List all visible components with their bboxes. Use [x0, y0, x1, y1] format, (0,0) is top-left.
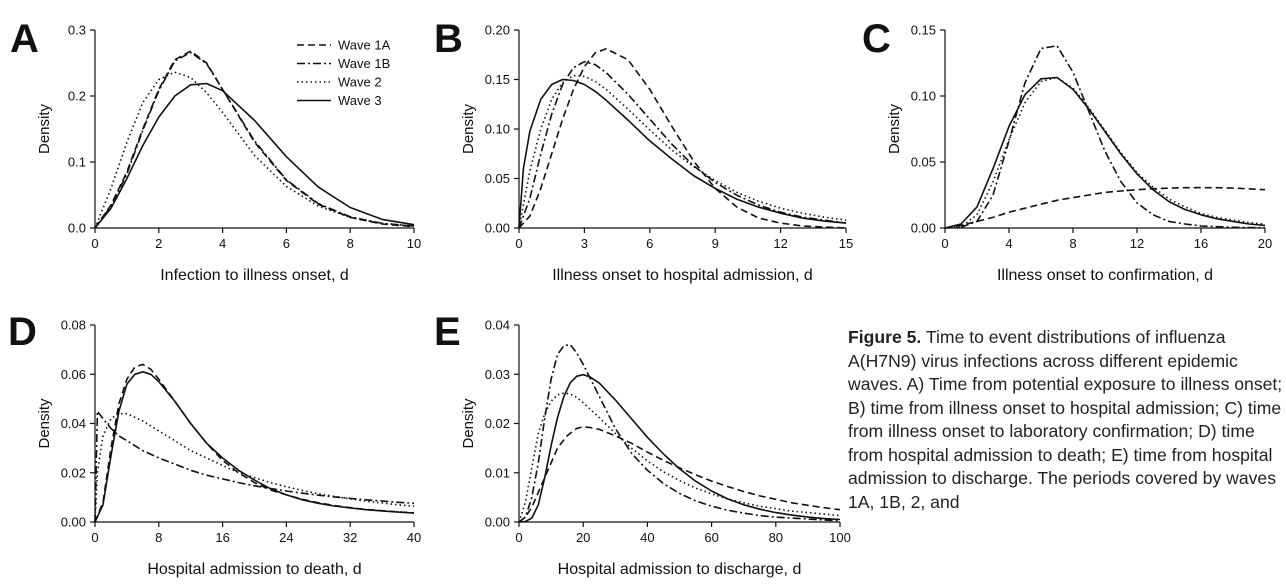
- panel-b-y-tick-label: 0.20: [485, 23, 510, 38]
- panel-c-letter: C: [862, 17, 891, 61]
- panel-b-series-wave-3: [518, 78, 847, 229]
- panel-e-x-tick-label: 80: [769, 530, 783, 545]
- caption-text: Time to event distributions of influenza…: [848, 327, 1283, 512]
- panel-a-series-wave-1b: [94, 51, 415, 229]
- panel-d-x-tick-label: 24: [279, 530, 293, 545]
- panel-d-x-axis-label: Hospital admission to death, d: [147, 561, 361, 578]
- panel-a-y-tick-label: 0.0: [68, 221, 86, 236]
- panel-e-series-wave-1a: [518, 426, 841, 523]
- panel-a-x-tick-label: 8: [347, 236, 354, 251]
- panel-e-y-tick-label: 0.01: [485, 465, 510, 480]
- panel-d-y-tick-label: 0.02: [61, 465, 86, 480]
- panel-d-x-tick-label: 16: [215, 530, 229, 545]
- panel-e-y-tick-label: 0.03: [485, 367, 510, 382]
- panel-b-x-tick-label: 6: [646, 236, 653, 251]
- panel-b-y-axis-label: Density: [460, 103, 477, 154]
- panel-c-y-tick-label: 0.00: [911, 221, 936, 236]
- panel-e-x-tick-label: 100: [829, 530, 851, 545]
- panel-c-x-tick-label: 20: [1258, 236, 1272, 251]
- panel-d-y-axis-label: Density: [36, 398, 53, 449]
- panel-b-x-tick-label: 12: [773, 236, 787, 251]
- panel-a-letter: A: [10, 17, 39, 61]
- panel-d-y-tick-label: 0.00: [61, 515, 86, 530]
- panel-e-x-tick-label: 40: [640, 530, 654, 545]
- panel-e-y-tick-label: 0.04: [485, 318, 510, 333]
- panel-b-series-wave-2: [518, 74, 847, 229]
- panel-a-y-axis-label: Density: [36, 103, 53, 154]
- panel-a-series-wave-3: [94, 82, 415, 229]
- panel-a-y-tick-label: 0.2: [68, 89, 86, 104]
- panel-a-x-tick-label: 2: [155, 236, 162, 251]
- legend-label-wave-2: Wave 2: [338, 75, 382, 90]
- panel-c-x-tick-label: 4: [1005, 236, 1012, 251]
- panel-b-letter: B: [434, 17, 463, 61]
- panel-c-series-wave-1b: [944, 45, 1266, 229]
- panel-b-series-wave-1a: [518, 48, 847, 229]
- panel-b-x-tick-label: 15: [839, 236, 853, 251]
- panel-b-y-tick-label: 0.15: [485, 72, 510, 87]
- panel-e-x-tick-label: 60: [704, 530, 718, 545]
- panel-c-series-wave-1a: [944, 186, 1266, 229]
- panel-d-x-tick-label: 32: [343, 530, 357, 545]
- panel-c-x-tick-label: 12: [1130, 236, 1144, 251]
- panel-d-y-tick-label: 0.06: [61, 367, 86, 382]
- panel-a-x-tick-label: 10: [407, 236, 421, 251]
- panel-e-x-tick-label: 20: [576, 530, 590, 545]
- panel-b-series-wave-1b: [518, 60, 847, 229]
- figure-caption: Figure 5. Time to event distributions of…: [848, 326, 1284, 514]
- panel-e-x-tick-label: 0: [515, 530, 522, 545]
- panel-b-x-axis-label: Illness onset to hospital admission, d: [552, 267, 813, 284]
- panel-c-x-tick-label: 0: [941, 236, 948, 251]
- panel-d-series-wave-2: [94, 412, 415, 523]
- panel-d-x-tick-label: 8: [155, 530, 162, 545]
- panel-d-x-tick-label: 0: [91, 530, 98, 545]
- panel-e-y-tick-label: 0.00: [485, 515, 510, 530]
- legend-label-wave-3: Wave 3: [338, 93, 382, 108]
- panel-e-letter: E: [434, 310, 461, 354]
- panel-e-series-wave-1b: [518, 343, 841, 523]
- legend-label-wave-1b: Wave 1B: [338, 56, 390, 71]
- caption-label: Figure 5.: [848, 327, 922, 347]
- panel-a-y-tick-label: 0.1: [68, 155, 86, 170]
- panel-c-y-tick-label: 0.10: [911, 89, 936, 104]
- panel-e-series-wave-3: [518, 373, 841, 523]
- panel-b-y-tick-label: 0.10: [485, 122, 510, 137]
- panel-a-x-tick-label: 0: [91, 236, 98, 251]
- panel-d-letter: D: [8, 310, 37, 354]
- panel-d-series-wave-3: [94, 371, 415, 523]
- panel-a-x-axis-label: Infection to illness onset, d: [160, 267, 349, 284]
- panel-b-x-tick-label: 9: [712, 236, 719, 251]
- panel-e-series-wave-2: [518, 392, 841, 523]
- panel-c-y-tick-label: 0.15: [911, 23, 936, 38]
- panel-c-y-tick-label: 0.05: [911, 155, 936, 170]
- panel-c-series-wave-3: [944, 76, 1266, 229]
- panel-c-y-axis-label: Density: [886, 103, 903, 154]
- panel-b-y-tick-label: 0.05: [485, 171, 510, 186]
- panel-b-x-tick-label: 3: [581, 236, 588, 251]
- panel-a-x-tick-label: 4: [219, 236, 226, 251]
- legend-label-wave-1a: Wave 1A: [338, 38, 391, 53]
- panel-c-x-tick-label: 16: [1194, 236, 1208, 251]
- panel-d-series-wave-1b: [94, 410, 415, 523]
- panel-b-x-tick-label: 0: [515, 236, 522, 251]
- panel-e-y-tick-label: 0.02: [485, 416, 510, 431]
- panel-e-x-axis-label: Hospital admission to discharge, d: [558, 561, 802, 578]
- panel-c-x-axis-label: Illness onset to confirmation, d: [997, 267, 1213, 284]
- panel-d-series-wave-1a: [94, 363, 415, 523]
- panel-d-y-tick-label: 0.08: [61, 318, 86, 333]
- panel-b-y-tick-label: 0.00: [485, 221, 510, 236]
- panel-c-x-tick-label: 8: [1069, 236, 1076, 251]
- panel-d-y-tick-label: 0.04: [61, 416, 86, 431]
- panel-a-y-tick-label: 0.3: [68, 23, 86, 38]
- panel-e-y-axis-label: Density: [460, 398, 477, 449]
- panel-a-x-tick-label: 6: [283, 236, 290, 251]
- panel-d-x-tick-label: 40: [407, 530, 421, 545]
